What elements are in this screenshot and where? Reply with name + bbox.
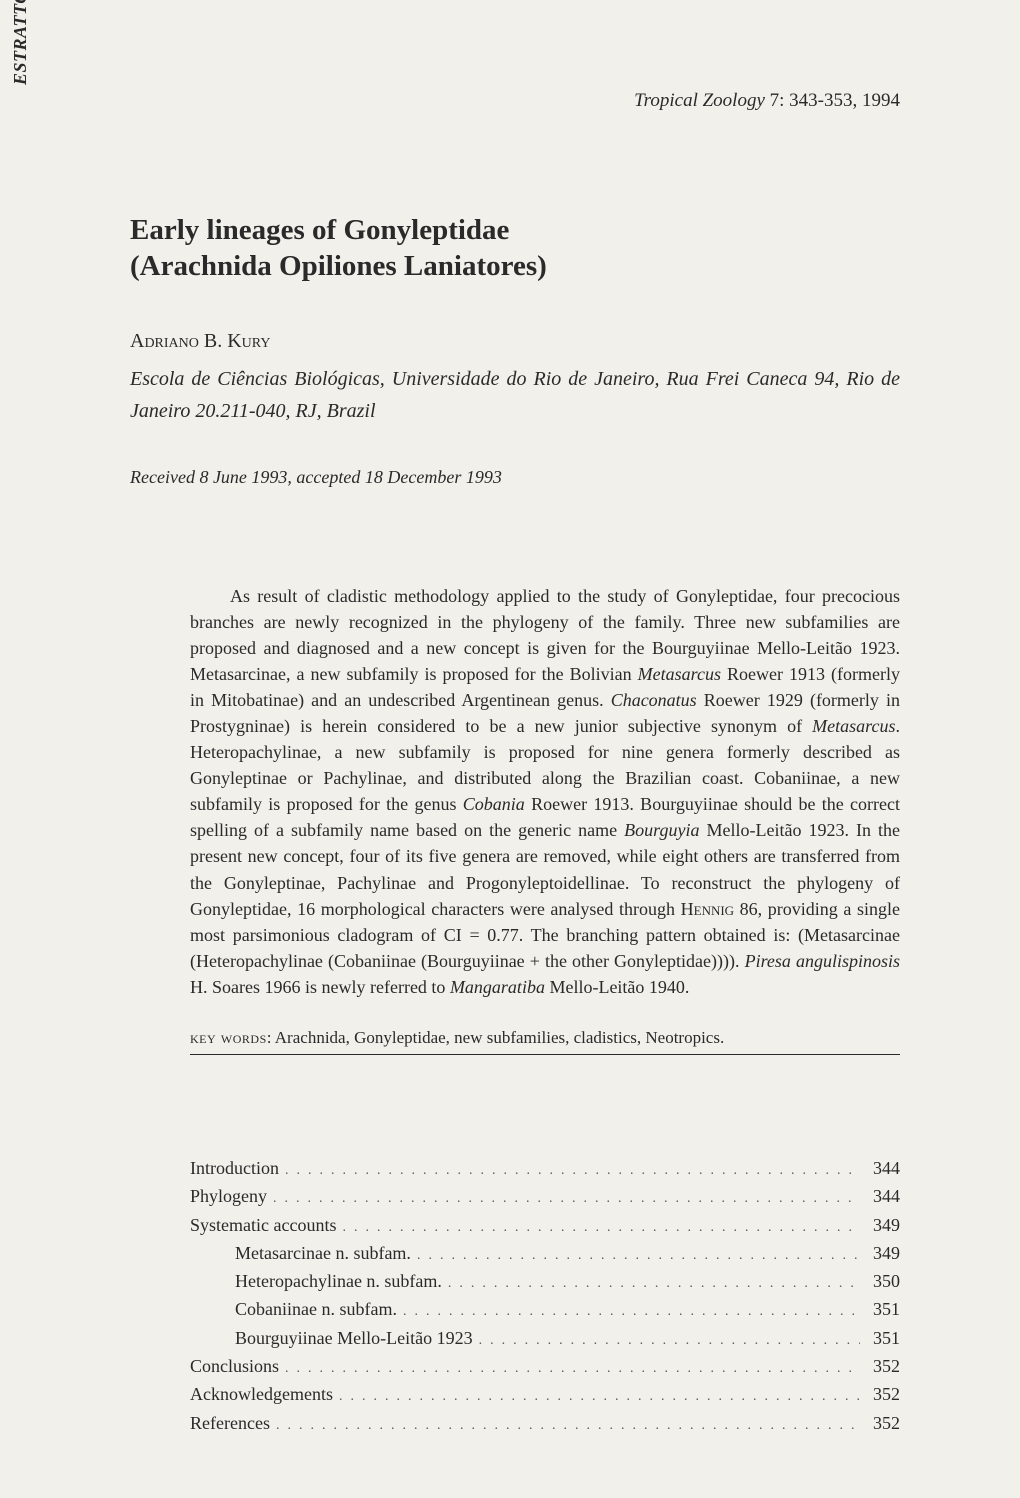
- toc-page-number: 349: [860, 1212, 900, 1238]
- toc-page-number: 350: [860, 1268, 900, 1294]
- received-dates: Received 8 June 1993, accepted 18 Decemb…: [130, 467, 900, 488]
- title-line-1: Early lineages of Gonyleptidae: [130, 214, 509, 246]
- toc-leader-dots: ........................................…: [397, 1302, 860, 1322]
- toc-page-number: 352: [860, 1381, 900, 1407]
- toc-leader-dots: ........................................…: [279, 1359, 860, 1379]
- toc-row: Acknowledgements........................…: [190, 1381, 900, 1407]
- abstract-fragment: Bourguyia: [624, 820, 699, 840]
- abstract-fragment: Piresa angulispinosis: [745, 951, 900, 971]
- toc-page-number: 344: [860, 1183, 900, 1209]
- abstract-fragment: Mello-Leitão 1940.: [545, 977, 689, 997]
- table-of-contents: Introduction............................…: [190, 1155, 900, 1436]
- toc-page-number: 352: [860, 1353, 900, 1379]
- abstract-fragment: Hennig: [681, 899, 734, 919]
- abstract-fragment: Metasarcus: [812, 716, 895, 736]
- toc-row: Phylogeny...............................…: [190, 1183, 900, 1209]
- keywords-line: key words: Arachnida, Gonyleptidae, new …: [190, 1028, 900, 1055]
- toc-row: Introduction............................…: [190, 1155, 900, 1181]
- journal-citation: 7: 343-353, 1994: [765, 90, 900, 111]
- journal-reference: Tropical Zoology 7: 343-353, 1994: [130, 90, 900, 112]
- toc-leader-dots: ........................................…: [279, 1161, 860, 1181]
- toc-label: Systematic accounts: [190, 1212, 336, 1238]
- toc-leader-dots: ........................................…: [267, 1189, 860, 1209]
- author-name: Adriano B. Kury: [130, 330, 900, 353]
- spine-label: ESTRATTO / REPRINT: [10, 0, 31, 85]
- keywords-text: : Arachnida, Gonyleptidae, new subfamili…: [267, 1028, 724, 1047]
- toc-label: Acknowledgements: [190, 1381, 333, 1407]
- abstract-fragment: Metasarcus: [638, 664, 721, 684]
- toc-page-number: 344: [860, 1155, 900, 1181]
- toc-row: Systematic accounts.....................…: [190, 1212, 900, 1238]
- toc-leader-dots: ........................................…: [270, 1416, 860, 1436]
- toc-row: Bourguyiinae Mello-Leitão 1923..........…: [190, 1325, 900, 1351]
- keywords-label: key words: [190, 1028, 267, 1047]
- toc-page-number: 351: [860, 1296, 900, 1322]
- abstract-paragraph: As result of cladistic methodology appli…: [190, 583, 900, 1001]
- journal-name: Tropical Zoology: [634, 90, 765, 111]
- toc-label: Metasarcinae n. subfam.: [190, 1240, 411, 1266]
- toc-row: Heteropachylinae n. subfam..............…: [190, 1268, 900, 1294]
- author-affiliation: Escola de Ciências Biológicas, Universid…: [130, 363, 900, 427]
- toc-page-number: 349: [860, 1240, 900, 1266]
- toc-leader-dots: ........................................…: [333, 1387, 860, 1407]
- toc-row: Cobaniinae n. subfam....................…: [190, 1296, 900, 1322]
- toc-leader-dots: ........................................…: [336, 1218, 860, 1238]
- toc-page-number: 352: [860, 1410, 900, 1436]
- toc-label: Phylogeny: [190, 1183, 267, 1209]
- toc-label: Introduction: [190, 1155, 279, 1181]
- toc-label: Cobaniinae n. subfam.: [190, 1296, 397, 1322]
- toc-leader-dots: ........................................…: [411, 1246, 860, 1266]
- page-content: Tropical Zoology 7: 343-353, 1994 Early …: [0, 0, 1020, 1498]
- toc-leader-dots: ........................................…: [442, 1274, 860, 1294]
- abstract-fragment: Cobania: [463, 794, 525, 814]
- toc-label: Conclusions: [190, 1353, 279, 1379]
- toc-page-number: 351: [860, 1325, 900, 1351]
- toc-row: Metasarcinae n. subfam..................…: [190, 1240, 900, 1266]
- abstract-fragment: H. Soares 1966 is newly referred to: [190, 977, 450, 997]
- toc-row: References..............................…: [190, 1410, 900, 1436]
- toc-label: References: [190, 1410, 270, 1436]
- abstract-fragment: Mangaratiba: [450, 977, 545, 997]
- title-line-2: (Arachnida Opiliones Laniatores): [130, 250, 547, 282]
- toc-leader-dots: ........................................…: [473, 1331, 860, 1351]
- spine-text: ESTRATTO / REPRINT: [10, 0, 30, 85]
- abstract-fragment: Chaconatus: [611, 690, 697, 710]
- toc-row: Conclusions.............................…: [190, 1353, 900, 1379]
- toc-label: Heteropachylinae n. subfam.: [190, 1268, 442, 1294]
- toc-label: Bourguyiinae Mello-Leitão 1923: [190, 1325, 473, 1351]
- article-title: Early lineages of Gonyleptidae (Arachnid…: [130, 212, 900, 285]
